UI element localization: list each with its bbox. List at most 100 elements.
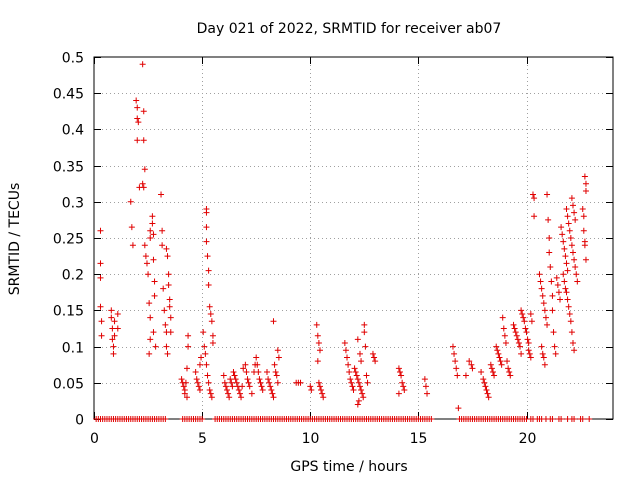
data-point [268, 387, 275, 394]
data-point [511, 325, 518, 332]
data-point [497, 358, 504, 365]
data-point [192, 368, 199, 375]
data-point [254, 361, 261, 368]
data-point [147, 314, 154, 321]
data-point [453, 365, 460, 372]
data-point [399, 379, 406, 386]
data-point [495, 350, 502, 357]
data-point [544, 191, 551, 198]
data-point [580, 227, 587, 234]
data-point [264, 368, 270, 375]
data-point [353, 372, 360, 379]
data-point [204, 253, 211, 260]
data-point [519, 311, 526, 318]
y-axis-label: SRMTID / TECUs [7, 183, 23, 296]
data-point [319, 390, 326, 397]
data-point [128, 224, 135, 231]
data-point [97, 227, 104, 234]
data-point [180, 383, 187, 390]
data-point [272, 368, 279, 375]
data-point [183, 394, 190, 401]
data-point [160, 285, 167, 292]
data-point [482, 383, 489, 390]
data-point [560, 271, 567, 278]
data-point [352, 368, 359, 375]
data-point [455, 405, 462, 412]
data-point [499, 314, 506, 321]
data-point [564, 213, 571, 220]
data-point [274, 347, 281, 354]
data-point [167, 329, 174, 336]
data-point [111, 318, 118, 325]
data-point [356, 350, 363, 357]
data-point [569, 249, 576, 256]
data-point [208, 318, 215, 325]
data-point [398, 372, 405, 379]
data-point [571, 416, 578, 422]
data-point [258, 383, 265, 390]
chart-title: Day 021 of 2022, SRMTID for receiver ab0… [197, 21, 502, 37]
data-point [586, 416, 593, 422]
data-point [166, 303, 173, 310]
data-point [561, 245, 568, 252]
data-point [209, 339, 216, 346]
data-point [354, 336, 361, 343]
data-point [581, 173, 588, 180]
data-point [569, 339, 576, 346]
data-point [466, 358, 473, 365]
data-point [182, 379, 189, 386]
data-point [518, 307, 525, 314]
data-point [517, 343, 524, 350]
data-points [93, 61, 593, 422]
y-tick-label: 0.2 [62, 268, 84, 284]
data-point [270, 318, 277, 325]
data-point [422, 383, 429, 390]
data-point [355, 397, 362, 404]
data-point [546, 249, 553, 256]
data-point [539, 350, 546, 357]
data-point [147, 227, 154, 234]
data-point [140, 137, 147, 144]
data-point [275, 354, 282, 361]
data-point [505, 365, 512, 372]
data-point [163, 343, 170, 350]
data-point [198, 354, 205, 361]
data-point [140, 108, 147, 115]
data-point [166, 296, 173, 303]
data-point [496, 354, 503, 361]
data-point [449, 343, 456, 350]
data-point [515, 339, 522, 346]
data-point [274, 379, 281, 386]
data-point [544, 321, 551, 328]
data-point [195, 383, 202, 390]
data-point [257, 379, 264, 386]
data-point [158, 191, 165, 198]
data-point [114, 311, 121, 318]
data-point [164, 350, 171, 357]
data-point [564, 267, 571, 274]
data-point [484, 390, 491, 397]
data-point [231, 372, 238, 379]
data-point [528, 318, 535, 325]
data-point [551, 343, 558, 350]
data-point [238, 394, 245, 401]
data-point [562, 285, 569, 292]
data-point [568, 242, 575, 249]
data-point [549, 307, 556, 314]
data-point [205, 267, 212, 274]
data-point [228, 379, 235, 386]
data-point [134, 137, 141, 144]
data-point [563, 289, 570, 296]
data-point [559, 231, 566, 238]
data-point [135, 119, 142, 126]
data-point [97, 260, 104, 267]
data-point [547, 263, 554, 270]
data-point [226, 394, 233, 401]
data-point [580, 213, 587, 220]
data-point [469, 365, 476, 372]
data-point [127, 198, 134, 205]
data-point [316, 347, 323, 354]
data-point [199, 416, 206, 422]
x-tick-label: 15 [410, 431, 428, 447]
data-point [462, 372, 469, 379]
